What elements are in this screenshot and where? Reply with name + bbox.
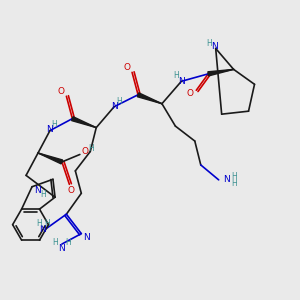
Polygon shape	[208, 69, 234, 76]
Text: H: H	[65, 238, 71, 247]
Text: H: H	[37, 219, 42, 228]
Text: H: H	[88, 144, 94, 153]
Text: O: O	[58, 87, 64, 96]
Text: H: H	[117, 97, 122, 106]
Text: H: H	[52, 238, 58, 247]
Text: N: N	[223, 176, 230, 184]
Polygon shape	[38, 153, 63, 164]
Text: H: H	[40, 190, 46, 199]
Polygon shape	[72, 117, 96, 128]
Text: H: H	[52, 120, 57, 129]
Text: O: O	[123, 63, 130, 72]
Polygon shape	[137, 93, 162, 104]
Text: H: H	[231, 179, 237, 188]
Text: N: N	[83, 233, 90, 242]
Text: N: N	[178, 77, 185, 86]
Text: O: O	[186, 89, 193, 98]
Text: N: N	[46, 125, 53, 134]
Text: H: H	[44, 219, 50, 228]
Text: O: O	[82, 147, 89, 156]
Text: N: N	[111, 102, 118, 111]
Text: N: N	[39, 225, 46, 234]
Text: N: N	[34, 186, 41, 195]
Text: N: N	[58, 244, 65, 253]
Text: H: H	[231, 172, 237, 181]
Text: N: N	[211, 43, 217, 52]
Text: O: O	[68, 186, 74, 195]
Text: H: H	[173, 71, 179, 80]
Text: H: H	[206, 39, 212, 48]
